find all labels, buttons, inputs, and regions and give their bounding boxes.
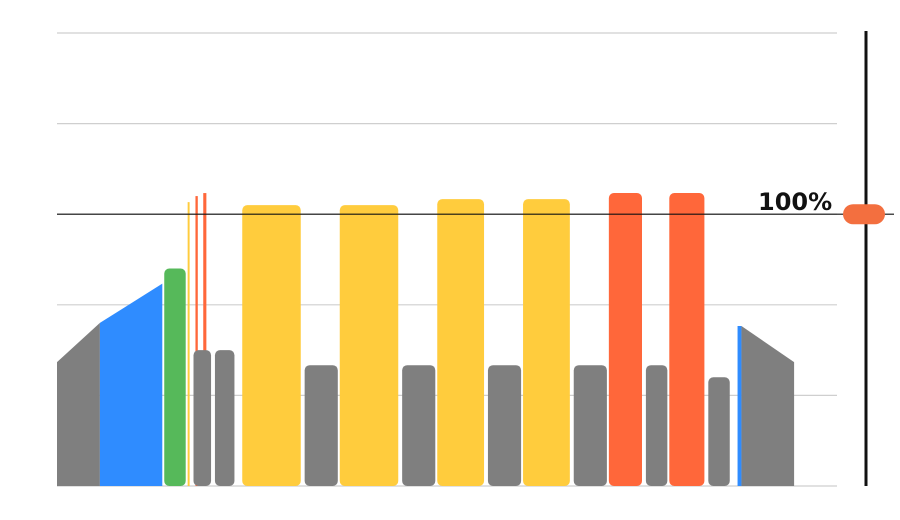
reference-label: 100%	[758, 188, 832, 216]
bar-4	[193, 350, 212, 486]
bar-11	[487, 365, 522, 486]
bar-17	[708, 377, 730, 486]
bar-0	[164, 268, 186, 486]
reference-handle[interactable]	[843, 204, 885, 225]
bar-7	[304, 365, 338, 486]
bar-13	[573, 365, 607, 486]
bar-5	[214, 350, 235, 486]
bar-15	[645, 365, 668, 486]
bar-16	[669, 193, 705, 486]
overlay-layer: 100%	[57, 31, 894, 486]
bar-12	[523, 199, 570, 486]
bar-14	[608, 193, 642, 486]
bar-2	[195, 196, 198, 486]
area-segment-2	[737, 325, 742, 486]
bar-8	[339, 205, 399, 486]
area-layer	[57, 283, 795, 486]
bar-9	[402, 365, 436, 486]
bar-layer	[164, 193, 730, 486]
bar-1	[187, 202, 190, 486]
bar-10	[437, 199, 485, 486]
bar-3	[203, 193, 207, 486]
area-segment-0	[57, 322, 100, 486]
area-segment-1	[99, 283, 163, 486]
area-segment-3	[741, 325, 795, 486]
bar-6	[242, 205, 301, 486]
